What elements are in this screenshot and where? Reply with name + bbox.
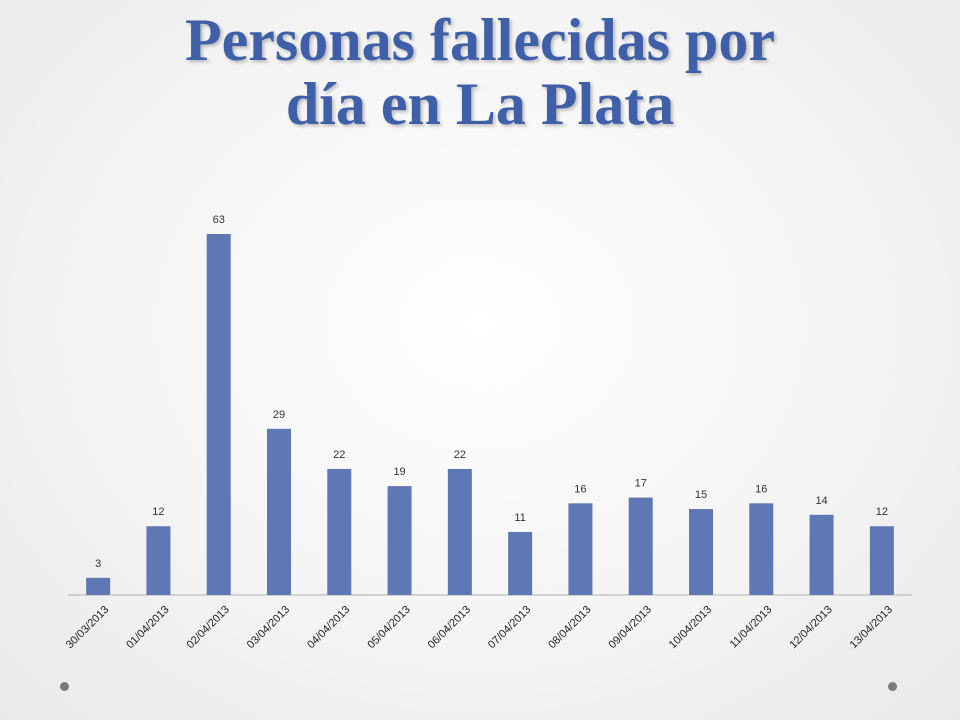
bar-7 — [508, 531, 533, 595]
data-label-7: 11 — [514, 512, 525, 524]
x-tick-label-9: 09/04/2013 — [607, 604, 654, 651]
x-tick-label-4: 04/04/2013 — [305, 604, 352, 651]
x-tick-label-13: 13/04/2013 — [848, 604, 895, 651]
data-label-13: 12 — [876, 506, 888, 518]
x-tick-label-5: 05/04/2013 — [365, 604, 412, 651]
x-tick-label-8: 08/04/2013 — [546, 604, 593, 651]
bar-12 — [809, 514, 834, 595]
bar-13 — [869, 526, 894, 595]
x-tick-label-0: 30/03/2013 — [64, 604, 111, 651]
data-label-3: 29 — [273, 409, 285, 421]
slide-title-line-2: día en La Plata — [285, 71, 675, 137]
data-label-6: 22 — [454, 449, 466, 461]
data-label-4: 22 — [333, 449, 345, 461]
x-tick-label-1: 01/04/2013 — [124, 604, 171, 651]
data-label-1: 12 — [152, 506, 164, 518]
bar-9 — [628, 497, 653, 595]
bar-0 — [86, 577, 111, 595]
data-label-5: 19 — [393, 466, 405, 478]
bar-1 — [146, 526, 171, 595]
x-tick-label-3: 03/04/2013 — [245, 604, 292, 651]
bar-4 — [327, 468, 352, 595]
x-tick-label-10: 10/04/2013 — [667, 604, 714, 651]
x-tick-label-12: 12/04/2013 — [787, 604, 834, 651]
data-label-9: 17 — [635, 478, 647, 490]
x-tick-label-2: 02/04/2013 — [185, 604, 232, 651]
data-label-11: 16 — [755, 483, 767, 495]
x-tick-label-7: 07/04/2013 — [486, 604, 533, 651]
slide-decoration-dot-right — [888, 682, 897, 691]
x-tick-label-6: 06/04/2013 — [426, 604, 473, 651]
slide-decoration-dot-left — [60, 682, 69, 691]
bar-5 — [387, 486, 412, 595]
data-label-10: 15 — [695, 489, 707, 501]
bar-11 — [749, 503, 774, 595]
data-label-2: 63 — [213, 214, 225, 226]
x-tick-label-11: 11/04/2013 — [728, 604, 775, 651]
bar-10 — [689, 509, 713, 595]
bar-2 — [206, 234, 231, 595]
data-label-0: 3 — [95, 558, 101, 570]
slide-title: Personas fallecidas por día en La Plata — [0, 8, 960, 136]
data-label-12: 14 — [815, 495, 827, 507]
bar-3 — [267, 428, 291, 595]
bar-6 — [447, 468, 472, 595]
slide-title-line-1: Personas fallecidas por — [185, 7, 775, 73]
bar-8 — [568, 503, 593, 595]
data-label-8: 16 — [574, 483, 586, 495]
